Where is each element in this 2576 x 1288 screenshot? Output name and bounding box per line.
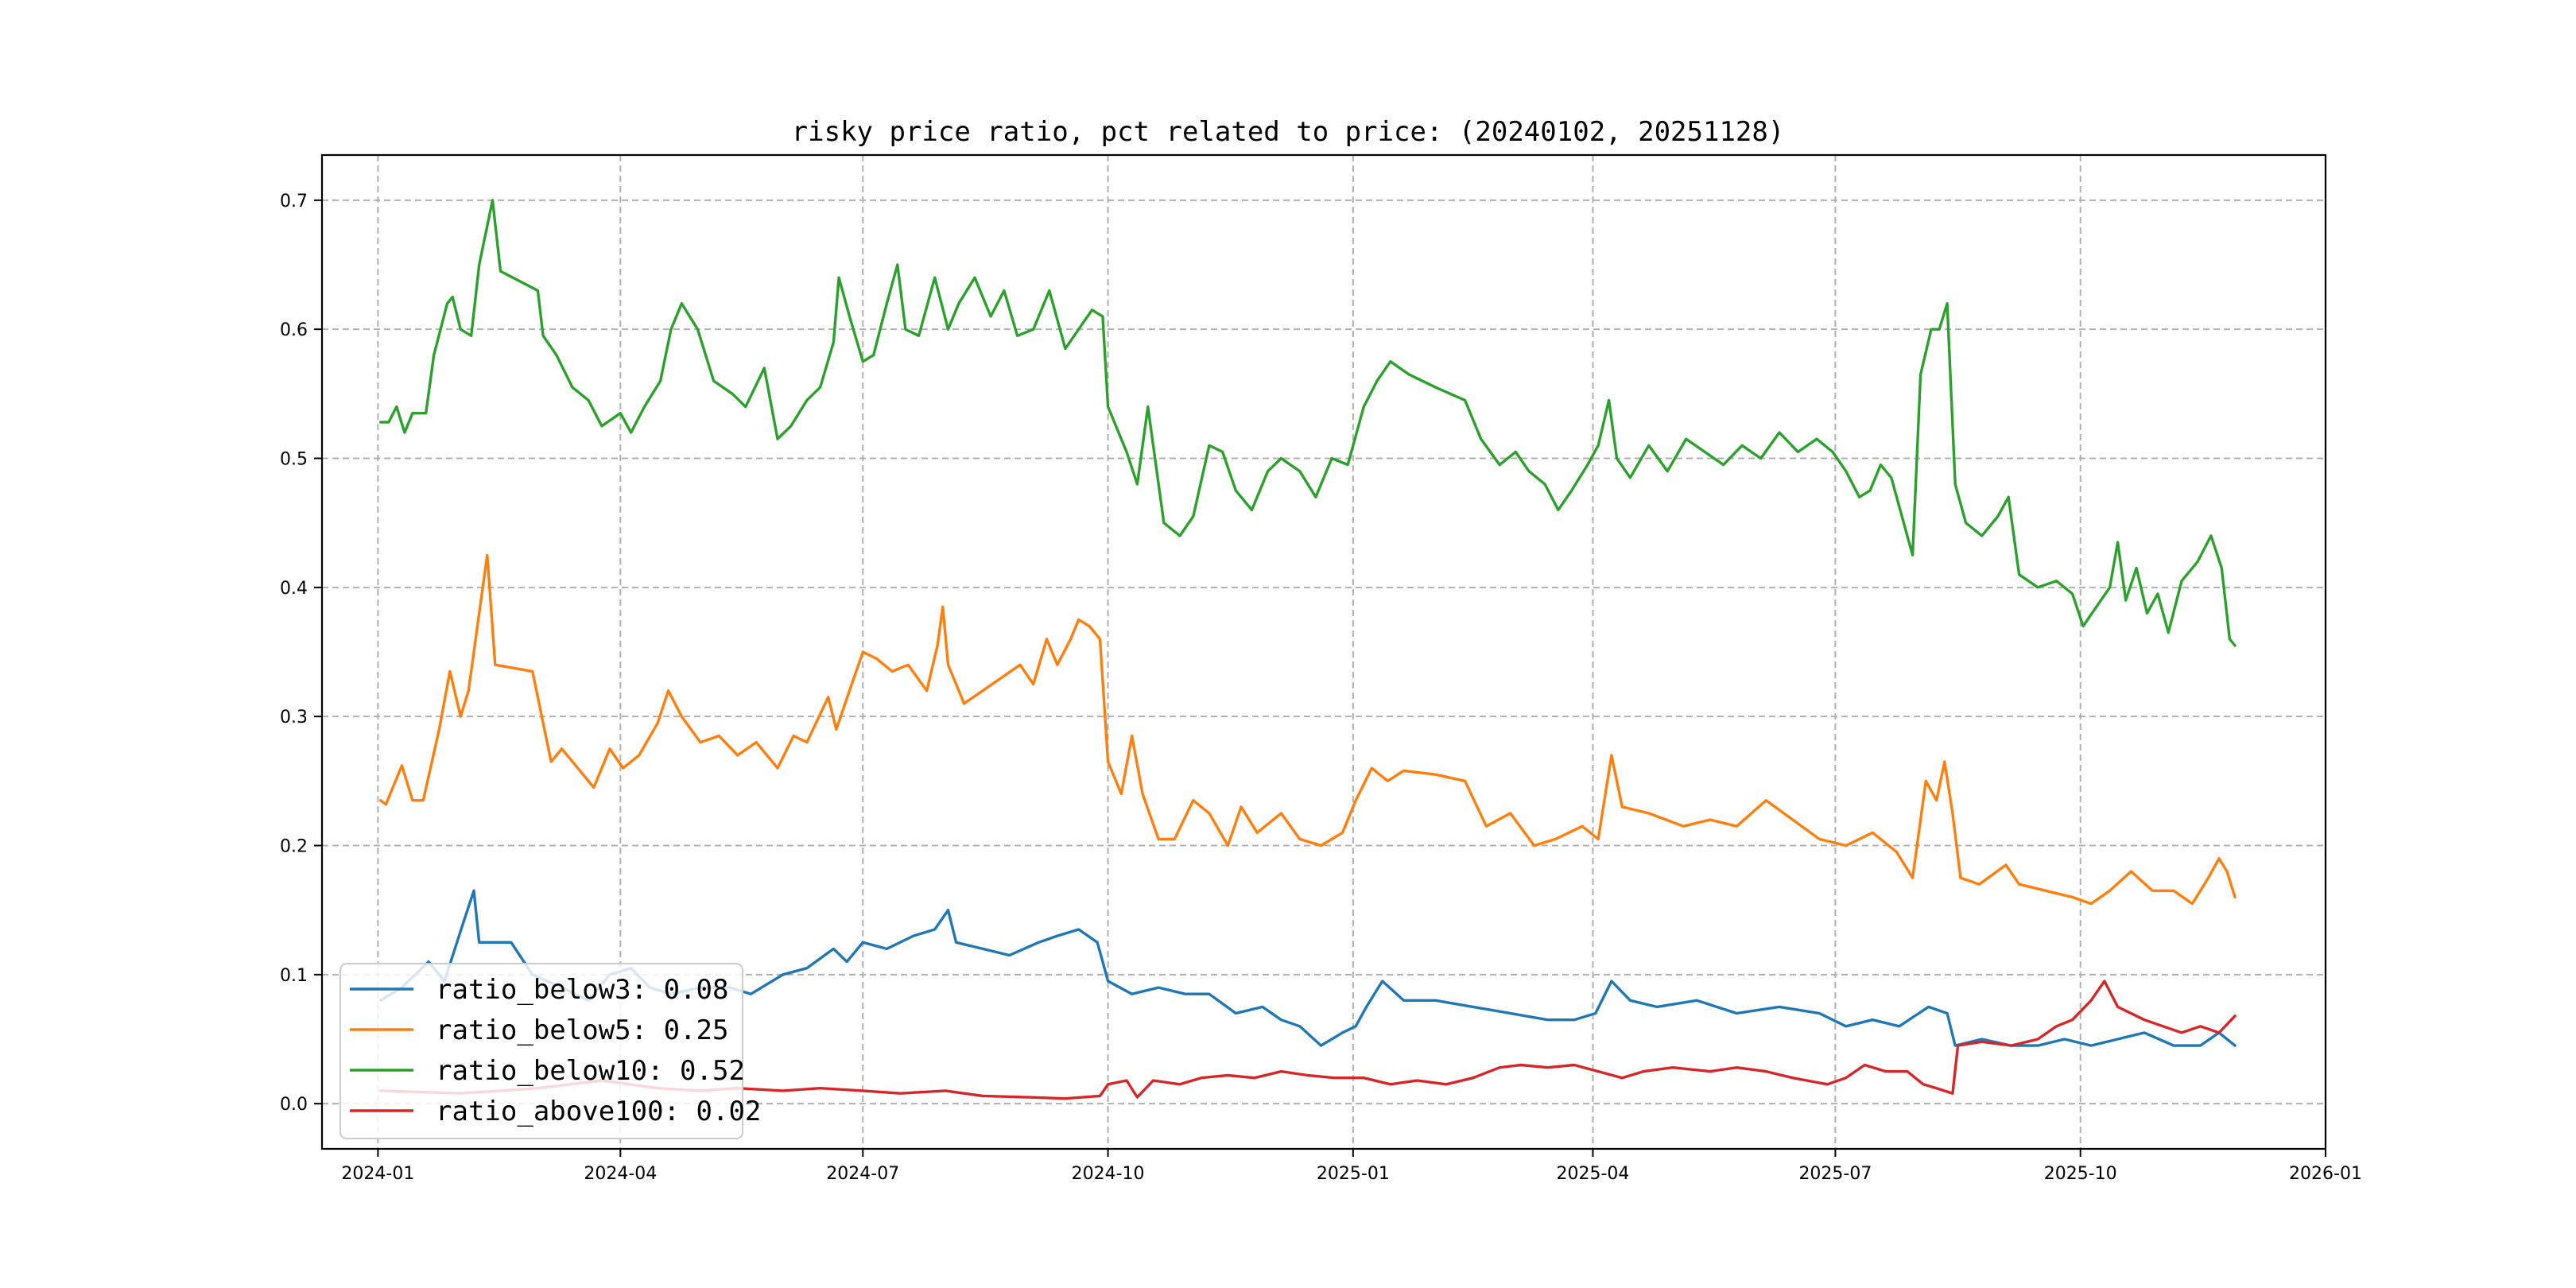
series-line-ratio-below10 — [379, 199, 2237, 647]
chart-title: risky price ratio, pct related to price:… — [792, 116, 1785, 148]
x-tick-label: 2025-07 — [1798, 1164, 1872, 1184]
x-tick-label: 2024-10 — [1072, 1164, 1145, 1184]
plot-frame — [320, 153, 2327, 1150]
y-tick-label: 0.0 — [280, 1095, 308, 1115]
legend-label-ratio-above100: ratio_above100: 0.02 — [436, 1096, 761, 1127]
legend-label-ratio-below5: ratio_below5: 0.25 — [436, 1014, 728, 1046]
y-tick-label: 0.6 — [280, 320, 308, 340]
series-line-ratio-above100 — [379, 980, 2237, 1100]
series-line-ratio-below5 — [379, 553, 2237, 906]
legend-label-ratio-below3: ratio_below3: 0.08 — [436, 974, 728, 1006]
x-tick-label: 2026-01 — [2289, 1164, 2362, 1184]
x-tick-label: 2025-04 — [1556, 1164, 1629, 1184]
legend: ratio_below3: 0.08 ratio_below5: 0.25 rati… — [339, 963, 761, 1139]
y-tick-label: 0.1 — [280, 966, 308, 986]
x-tick-label: 2024-07 — [826, 1164, 899, 1184]
y-tick-label: 0.2 — [280, 837, 308, 857]
x-tick-label: 2024-01 — [341, 1164, 414, 1184]
y-tick-label: 0.4 — [280, 579, 308, 599]
legend-box — [339, 963, 743, 1139]
legend-label-ratio-below10: ratio_below10: 0.52 — [436, 1055, 745, 1087]
x-tick-label: 2025-01 — [1317, 1164, 1390, 1184]
y-tick-label: 0.5 — [280, 449, 308, 469]
y-tick-label: 0.3 — [280, 708, 308, 727]
x-tick-label: 2025-10 — [2044, 1164, 2117, 1184]
axis-ticks: 2024-01 2024-04 2024-07 2024-10 2025-01 2025-… — [280, 192, 2362, 1184]
x-tick-label: 2024-04 — [584, 1164, 657, 1184]
y-tick-label: 0.7 — [280, 192, 308, 211]
